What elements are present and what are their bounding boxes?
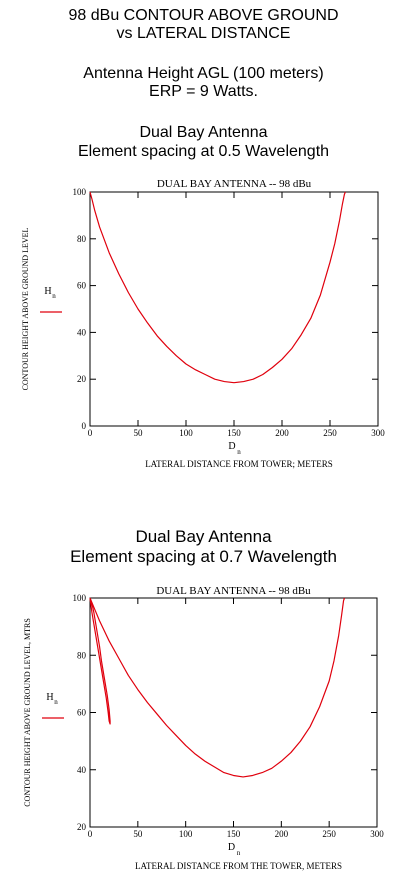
y-tick-label: 60	[77, 708, 87, 718]
x-tick-label: 50	[134, 428, 144, 438]
plot-frame	[89, 191, 379, 427]
y-tick-label: 80	[77, 650, 87, 660]
x-tick-label: 50	[133, 829, 143, 839]
x-tick-label: 150	[227, 829, 241, 839]
y-tick-label: 100	[73, 187, 87, 197]
chart-title: DUAL BAY ANTENNA -- 98 dBu	[156, 585, 311, 597]
y-axis-label: CONTOUR HEIGHT ABOVE GROUND LEVEL, MTRS	[23, 618, 32, 807]
legend-variable-subscript: n	[54, 698, 58, 706]
x-variable-name: D	[228, 441, 235, 452]
antenna-height-text: Antenna Height AGL (100 meters)	[83, 65, 324, 82]
y-tick-label: 60	[77, 281, 87, 291]
x-tick-label: 0	[88, 428, 93, 438]
y-tick-label: 20	[77, 822, 87, 832]
x-tick-label: 300	[370, 829, 384, 839]
chart-2: DUAL BAY ANTENNA -- 98 dBu 0 50 100 150 200 25…	[23, 585, 384, 871]
erp-text: ERP = 9 Watts.	[149, 83, 258, 100]
x-tick-label: 100	[179, 829, 193, 839]
section2-heading-line2: Element spacing at 0.7 Wavelength	[70, 547, 337, 566]
x-tick-label: 300	[371, 428, 385, 438]
x-tick-label: 200	[275, 428, 289, 438]
x-tick-label: 0	[88, 829, 93, 839]
section1-heading-line1: Dual Bay Antenna	[139, 124, 268, 141]
y-tick-label: 40	[77, 765, 87, 775]
y-tick-label: 100	[73, 593, 87, 603]
page-title-line1: 98 dBu CONTOUR ABOVE GROUND	[68, 7, 339, 24]
x-axis-label: LATERAL DISTANCE FROM THE TOWER, METERS	[135, 861, 342, 871]
y-tick-label: 0	[82, 421, 87, 431]
contour-curve-1	[89, 597, 111, 725]
contour-curve-2	[89, 597, 346, 778]
legend-variable-subscript: n	[52, 292, 56, 300]
x-axis-label: LATERAL DISTANCE FROM TOWER; METERS	[145, 459, 333, 469]
section1-heading-line2: Element spacing at 0.5 Wavelength	[77, 143, 330, 160]
legend-variable-name: H	[46, 692, 53, 703]
x-tick-label: 150	[227, 428, 241, 438]
x-variable-subscript: n	[237, 448, 241, 456]
x-variable-subscript: n	[237, 849, 241, 857]
y-tick-label: 20	[77, 374, 87, 384]
y-tick-label: 80	[77, 234, 87, 244]
chart-title: DUAL BAY ANTENNA -- 98 dBu	[157, 178, 312, 190]
x-variable-name: D	[228, 842, 235, 853]
plot-frame	[89, 597, 378, 828]
section2-heading-line1: Dual Bay Antenna	[135, 527, 272, 546]
x-tick-label: 100	[179, 428, 193, 438]
y-tick-label: 40	[77, 327, 87, 337]
x-tick-label: 250	[322, 829, 336, 839]
contour-curve-1	[89, 191, 346, 384]
y-axis-label: CONTOUR HEIGHT ABOVE GROUND LEVEL	[21, 227, 30, 390]
page-title-line2: vs LATERAL DISTANCE	[116, 25, 291, 42]
x-tick-label: 200	[275, 829, 289, 839]
x-tick-label: 250	[323, 428, 337, 438]
legend-variable-name: H	[44, 286, 51, 297]
